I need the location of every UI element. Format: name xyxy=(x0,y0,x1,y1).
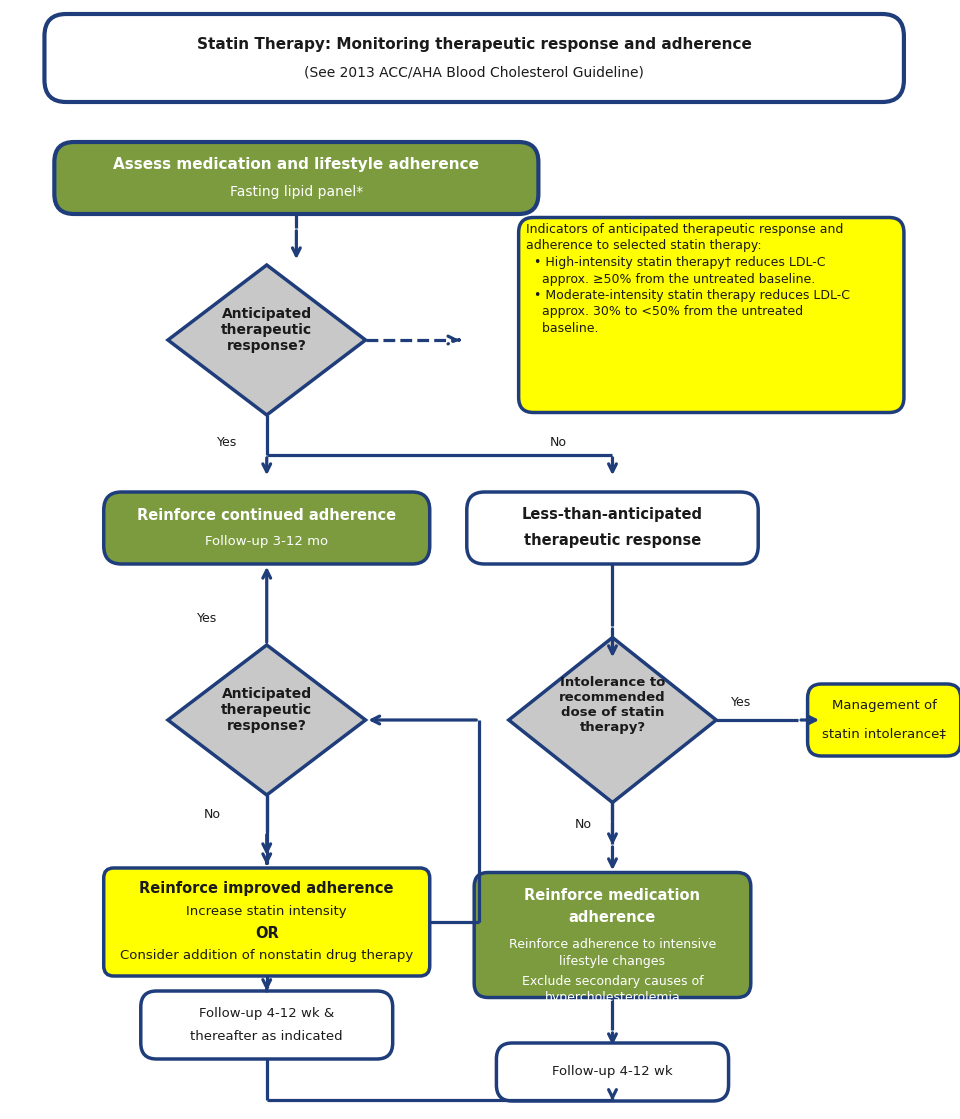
Text: Less-than-anticipated: Less-than-anticipated xyxy=(522,508,703,523)
Text: therapeutic response: therapeutic response xyxy=(524,534,701,548)
FancyBboxPatch shape xyxy=(55,142,539,214)
Text: Follow-up 4-12 wk &: Follow-up 4-12 wk & xyxy=(199,1006,334,1019)
Text: Assess medication and lifestyle adherence: Assess medication and lifestyle adherenc… xyxy=(113,158,479,172)
Text: Intolerance to
recommended
dose of statin
therapy?: Intolerance to recommended dose of stati… xyxy=(559,676,666,734)
Text: statin intolerance‡: statin intolerance‡ xyxy=(822,727,947,741)
Text: Consider addition of nonstatin drug therapy: Consider addition of nonstatin drug ther… xyxy=(120,950,414,962)
Text: Indicators of anticipated therapeutic response and
adherence to selected statin : Indicators of anticipated therapeutic re… xyxy=(525,223,850,335)
FancyBboxPatch shape xyxy=(44,15,904,102)
FancyBboxPatch shape xyxy=(104,492,430,564)
Polygon shape xyxy=(168,645,366,794)
Text: OR: OR xyxy=(254,927,278,941)
Text: hypercholesterolemia: hypercholesterolemia xyxy=(544,990,681,1004)
Text: Follow-up 4-12 wk: Follow-up 4-12 wk xyxy=(552,1065,673,1079)
Text: Reinforce continued adherence: Reinforce continued adherence xyxy=(137,508,396,523)
Text: Yes: Yes xyxy=(731,696,751,708)
Text: Management of: Management of xyxy=(831,699,937,713)
Text: No: No xyxy=(574,818,591,831)
Text: Follow-up 3-12 mo: Follow-up 3-12 mo xyxy=(205,536,328,548)
Text: Yes: Yes xyxy=(198,611,218,624)
Text: thereafter as indicated: thereafter as indicated xyxy=(190,1031,343,1044)
Text: (See 2013 ACC/AHA Blood Cholesterol Guideline): (See 2013 ACC/AHA Blood Cholesterol Guid… xyxy=(304,65,644,79)
FancyBboxPatch shape xyxy=(496,1043,729,1101)
Text: Fasting lipid panel*: Fasting lipid panel* xyxy=(229,185,363,199)
Text: Reinforce improved adherence: Reinforce improved adherence xyxy=(139,881,394,895)
Text: Reinforce medication: Reinforce medication xyxy=(524,887,701,903)
Text: lifestyle changes: lifestyle changes xyxy=(560,955,665,968)
Text: No: No xyxy=(204,809,221,821)
FancyBboxPatch shape xyxy=(518,217,904,413)
Polygon shape xyxy=(509,638,716,802)
FancyBboxPatch shape xyxy=(104,868,430,976)
Text: adherence: adherence xyxy=(569,910,656,924)
Text: No: No xyxy=(550,436,566,450)
Text: Anticipated
therapeutic
response?: Anticipated therapeutic response? xyxy=(221,307,312,354)
FancyBboxPatch shape xyxy=(474,873,751,997)
FancyBboxPatch shape xyxy=(807,684,960,756)
FancyBboxPatch shape xyxy=(467,492,758,564)
Text: Exclude secondary causes of: Exclude secondary causes of xyxy=(521,975,704,987)
Text: Anticipated
therapeutic
response?: Anticipated therapeutic response? xyxy=(221,687,312,733)
Text: Increase statin intensity: Increase statin intensity xyxy=(186,905,348,919)
Text: Yes: Yes xyxy=(217,436,237,450)
FancyBboxPatch shape xyxy=(141,991,393,1059)
Text: Reinforce adherence to intensive: Reinforce adherence to intensive xyxy=(509,939,716,951)
Polygon shape xyxy=(168,265,366,415)
Text: Statin Therapy: Monitoring therapeutic response and adherence: Statin Therapy: Monitoring therapeutic r… xyxy=(197,37,752,51)
